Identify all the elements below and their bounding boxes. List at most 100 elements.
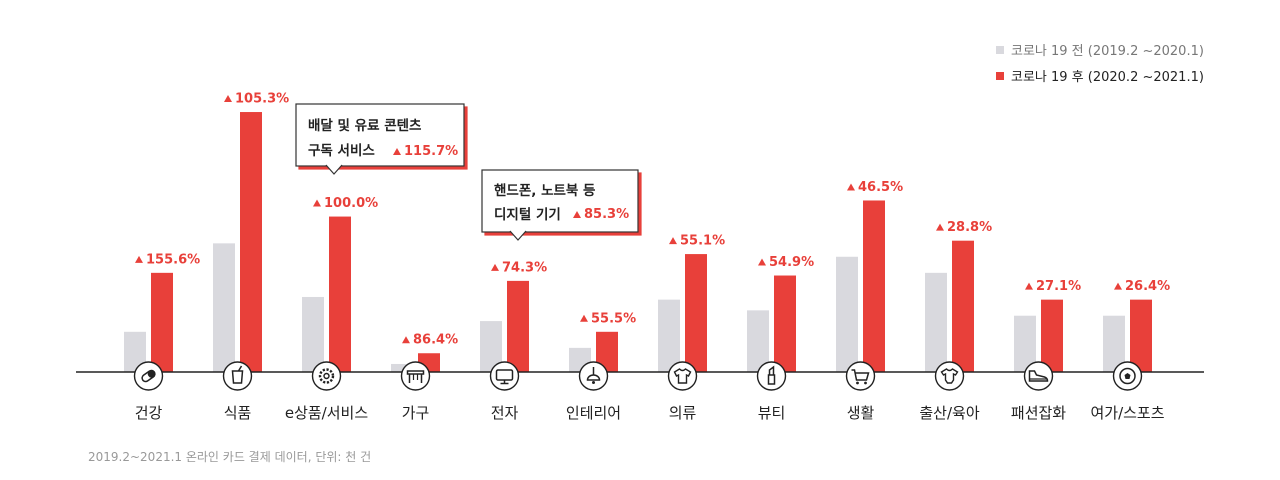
source-note: 2019.2~2021.1 온라인 카드 결제 데이터, 단위: 천 건 xyxy=(88,449,371,464)
bar-after xyxy=(952,240,974,372)
up-triangle-icon xyxy=(669,237,677,245)
up-triangle-icon xyxy=(135,255,143,263)
data-label: 155.6% xyxy=(135,252,200,267)
data-label-text: 86.4% xyxy=(413,333,458,348)
bar-after xyxy=(1041,299,1063,372)
data-label-text: 28.8% xyxy=(947,220,992,235)
callout-up-triangle-icon xyxy=(393,148,401,155)
x-tick-label: 출산/육아 xyxy=(919,404,979,422)
bar-before xyxy=(213,243,235,372)
callout-box xyxy=(481,169,639,233)
data-label-text: 155.6% xyxy=(146,252,200,267)
x-tick-label: e상품/서비스 xyxy=(285,404,368,422)
baby-onesie-icon xyxy=(934,361,965,391)
callout-line-1: 핸드폰, 노트북 등 xyxy=(494,183,595,199)
x-tick-label: 여가/스포츠 xyxy=(1090,404,1164,422)
x-tick-label: 의류 xyxy=(669,404,697,422)
x-tick-label: 건강 xyxy=(135,404,163,422)
up-triangle-icon xyxy=(758,258,766,266)
callout-up-triangle-icon xyxy=(573,211,581,218)
bar-after xyxy=(240,112,262,372)
bar-before xyxy=(302,296,324,372)
bar-before xyxy=(925,272,947,372)
up-triangle-icon xyxy=(1114,282,1122,290)
x-tick-label: 식품 xyxy=(224,404,252,422)
bar-before xyxy=(747,310,769,372)
x-tick-label: 인테리어 xyxy=(566,404,621,422)
bar-before xyxy=(1014,315,1036,372)
callout-digital: 핸드폰, 노트북 등 디지털 기기 85.3% xyxy=(481,169,639,241)
up-triangle-icon xyxy=(847,183,855,191)
bar-after xyxy=(1130,299,1152,372)
legend: 코로나 19 전 (2019.2 ~2020.1) 코로나 19 후 (2020… xyxy=(996,44,1204,85)
callout-pointer xyxy=(325,164,343,175)
bars-layer xyxy=(124,112,1152,372)
bar-after xyxy=(151,272,173,372)
soccer-ball-icon xyxy=(1112,361,1143,391)
callout-value: 85.3% xyxy=(584,207,629,222)
callout-box xyxy=(295,103,465,167)
callout-line-1: 배달 및 유료 콘텐츠 xyxy=(308,117,422,134)
data-label: 27.1% xyxy=(1025,279,1081,294)
up-triangle-icon xyxy=(491,263,499,271)
x-tick-label: 전자 xyxy=(491,404,519,422)
up-triangle-icon xyxy=(580,314,588,322)
pill-icon xyxy=(133,361,164,391)
data-label: 86.4% xyxy=(402,333,458,348)
callout-pointer xyxy=(509,230,527,241)
legend-swatch-after xyxy=(996,72,1004,80)
callout-delivery: 배달 및 유료 콘텐츠 구독 서비스 115.7% xyxy=(295,103,465,175)
data-label-text: 105.3% xyxy=(235,92,289,107)
bar-before xyxy=(1103,315,1125,372)
data-label-text: 55.5% xyxy=(591,311,636,326)
x-tick-label: 가구 xyxy=(402,404,430,422)
data-label: 54.9% xyxy=(758,255,814,270)
up-triangle-icon xyxy=(936,223,944,231)
bar-after xyxy=(863,200,885,372)
up-triangle-icon xyxy=(224,95,232,103)
data-label-text: 100.0% xyxy=(324,196,378,211)
data-label: 74.3% xyxy=(491,260,547,275)
tshirt-icon xyxy=(667,361,698,391)
data-label-text: 46.5% xyxy=(858,180,903,195)
drink-cup-icon xyxy=(222,361,253,391)
bar-before xyxy=(124,331,146,372)
legend-swatch-before xyxy=(996,46,1004,54)
callout-line-2: 디지털 기기 xyxy=(494,207,561,223)
monitor-icon xyxy=(489,361,520,391)
data-label-text: 54.9% xyxy=(769,255,814,270)
data-label-text: 26.4% xyxy=(1125,279,1170,294)
data-label: 28.8% xyxy=(936,220,992,235)
sneaker-icon xyxy=(1023,361,1054,391)
x-tick-label: 뷰티 xyxy=(758,404,786,422)
bar-after xyxy=(774,275,796,372)
bar-before xyxy=(658,299,680,372)
data-labels-layer: 155.6% 105.3% 100.0% 86.4% 74.3% 55.5% 55.1% 54… xyxy=(135,92,1170,348)
bar-after xyxy=(507,280,529,372)
table-icon xyxy=(400,361,431,391)
up-triangle-icon xyxy=(313,199,321,207)
up-triangle-icon xyxy=(402,336,410,344)
data-label-text: 55.1% xyxy=(680,234,725,249)
data-label-text: 74.3% xyxy=(502,260,547,275)
bar-before xyxy=(836,256,858,372)
bar-after xyxy=(596,331,618,372)
gear-icon xyxy=(311,361,342,391)
lipstick-icon xyxy=(756,361,787,391)
data-label: 105.3% xyxy=(224,92,289,107)
data-label: 46.5% xyxy=(847,180,903,195)
data-label: 100.0% xyxy=(313,196,378,211)
data-label: 26.4% xyxy=(1114,279,1170,294)
category-icons-layer xyxy=(133,361,1143,391)
bar-after xyxy=(329,216,351,372)
data-label: 55.1% xyxy=(669,234,725,249)
callout-value: 115.7% xyxy=(404,144,458,159)
data-label: 55.5% xyxy=(580,311,636,326)
up-triangle-icon xyxy=(1025,282,1033,290)
lamp-icon xyxy=(578,361,609,391)
bar-before xyxy=(391,363,413,372)
callout-line-2: 구독 서비스 xyxy=(308,143,375,159)
cart-icon xyxy=(845,361,876,391)
legend-label-after: 코로나 19 후 (2020.2 ~2021.1) xyxy=(1011,70,1204,85)
